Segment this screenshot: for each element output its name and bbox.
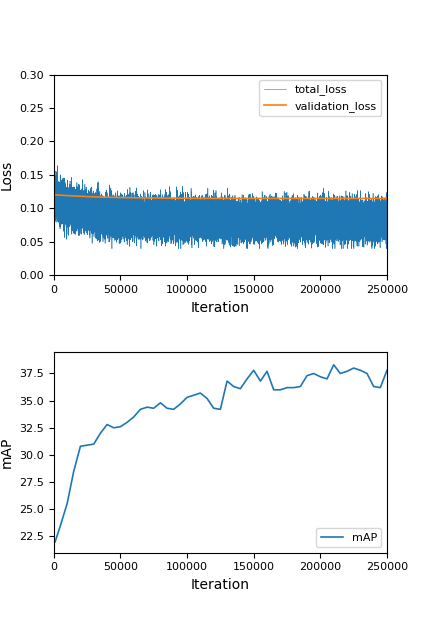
Line: validation_loss: validation_loss [54,195,387,199]
total_loss [384,228,390,235]
total_loss [109,245,114,252]
validation_loss [322,195,328,202]
mAP [378,384,383,391]
total_loss [252,211,257,219]
mAP [158,399,163,407]
mAP [151,404,157,412]
Y-axis label: Loss: Loss [0,160,14,190]
validation_loss [336,195,341,202]
mAP [52,538,58,546]
validation_loss [181,194,186,202]
total_loss [179,220,184,227]
mAP [331,361,336,368]
X-axis label: Iteration: Iteration [191,301,250,315]
total_loss [131,231,136,238]
validation_loss [51,191,56,199]
mAP [271,386,276,394]
validation_loss [58,191,63,199]
Line: mAP: mAP [55,365,387,542]
mAP [125,419,130,426]
Legend: total_loss, validation_loss: total_loss, validation_loss [259,80,381,116]
mAP [291,384,296,391]
total_loss [74,208,79,215]
X-axis label: Iteration: Iteration [191,578,250,592]
validation_loss [349,195,354,202]
total_loss [298,201,304,209]
validation_loss [384,194,390,202]
Y-axis label: mAP: mAP [0,437,14,468]
validation_loss [237,195,242,202]
total_loss [232,222,237,230]
Legend: mAP: mAP [316,528,381,547]
total_loss [55,162,60,170]
validation_loss [281,195,286,202]
mAP [384,366,390,374]
total_loss [51,189,56,196]
Line: total_loss: total_loss [54,166,387,248]
